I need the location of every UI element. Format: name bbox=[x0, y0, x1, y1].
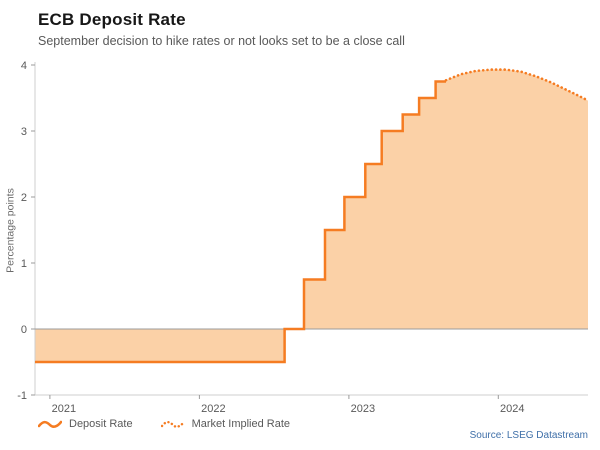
legend-label-deposit-rate: Deposit Rate bbox=[69, 418, 133, 430]
x-tick-label: 2024 bbox=[500, 403, 524, 415]
y-tick-label: 3 bbox=[21, 126, 27, 138]
deposit-rate-line bbox=[35, 80, 446, 364]
x-tick-label: 2023 bbox=[351, 403, 375, 415]
source-credit: Source: LSEG Datastream bbox=[469, 430, 588, 441]
y-tick-label: 2 bbox=[21, 192, 27, 204]
legend-item-market-implied-rate: Market Implied Rate bbox=[160, 418, 291, 430]
x-tick-label: 2022 bbox=[201, 403, 225, 415]
y-tick-label: 1 bbox=[21, 258, 27, 270]
chart-subtitle: September decision to hike rates or not … bbox=[38, 34, 405, 48]
market-implied-rate-dotted-icon bbox=[160, 420, 185, 428]
legend: Deposit Rate Market Implied Rate bbox=[38, 418, 290, 430]
x-axis-ticks: 2021 2022 2023 2024 bbox=[49, 395, 525, 415]
y-axis-ticks: -1 0 1 2 3 4 bbox=[17, 60, 35, 402]
chart: -1 0 1 2 3 4 2021 2022 2023 2024 bbox=[17, 60, 590, 415]
chart-header: ECB Deposit Rate September decision to h… bbox=[0, 0, 600, 48]
area-fill bbox=[35, 69, 588, 362]
market-implied-rate-line bbox=[444, 68, 590, 102]
chart-title: ECB Deposit Rate bbox=[38, 10, 186, 29]
legend-item-deposit-rate: Deposit Rate bbox=[38, 418, 133, 430]
x-tick-label: 2021 bbox=[52, 403, 76, 415]
y-tick-label: 4 bbox=[21, 60, 27, 72]
deposit-rate-line-icon bbox=[38, 420, 62, 428]
y-tick-label: 0 bbox=[21, 324, 27, 336]
legend-label-market-implied-rate: Market Implied Rate bbox=[191, 418, 291, 430]
axes bbox=[34, 62, 588, 396]
y-tick-label: -1 bbox=[17, 390, 27, 402]
